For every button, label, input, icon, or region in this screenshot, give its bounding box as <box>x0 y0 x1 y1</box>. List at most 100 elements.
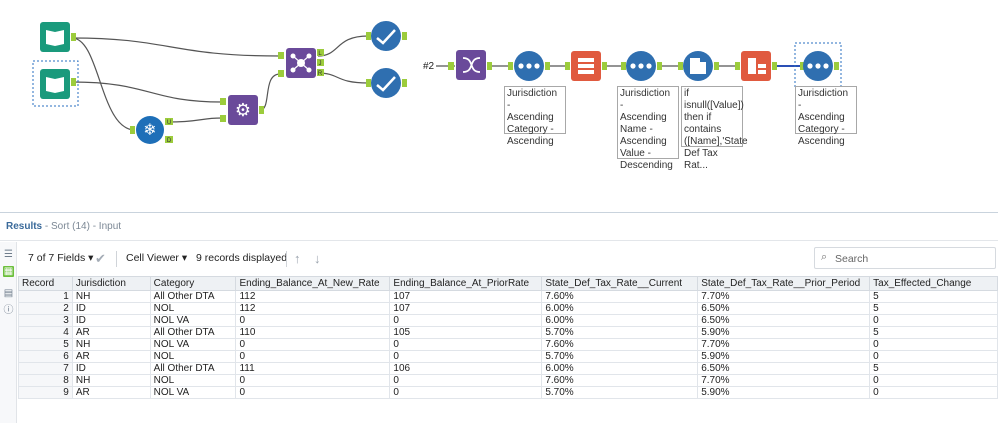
search-input[interactable] <box>835 251 985 266</box>
table-row[interactable]: 4 AR All Other DTA 110 105 5.70% 5.90% 5 <box>18 326 998 339</box>
record-cell[interactable]: 5 <box>18 338 73 351</box>
table-cell[interactable]: 0 <box>389 374 543 387</box>
column-header[interactable]: Tax_Effected_Change <box>869 276 998 291</box>
table-cell[interactable]: ID <box>71 362 151 375</box>
table-cell[interactable]: NOL VA <box>149 338 237 351</box>
record-cell[interactable]: 9 <box>18 386 73 399</box>
record-cell[interactable]: 6 <box>18 350 73 363</box>
table-cell[interactable]: 5 <box>869 302 998 315</box>
fields-dropdown[interactable]: 7 of 7 Fields ▾ <box>28 245 93 272</box>
table-cell[interactable]: 0 <box>869 338 998 351</box>
apply-check-icon[interactable]: ✔ <box>95 251 106 266</box>
table-cell[interactable]: 105 <box>389 326 543 339</box>
join-tool[interactable]: L J R <box>278 48 324 78</box>
record-cell[interactable]: 1 <box>18 290 73 303</box>
table-cell[interactable]: 6.50% <box>697 302 871 315</box>
cross-tab-tool[interactable] <box>735 51 777 81</box>
sort-tool-14-selected[interactable] <box>794 42 842 90</box>
column-header[interactable]: State_Def_Tax_Rate__Current <box>541 276 699 291</box>
table-cell[interactable]: 7.70% <box>697 374 871 387</box>
table-cell[interactable]: 6.50% <box>697 314 871 327</box>
workflow-canvas[interactable]: ❄ U D ⚙ L J R <box>0 0 998 212</box>
table-cell[interactable]: NOL VA <box>149 386 237 399</box>
table-cell[interactable]: 5.70% <box>541 386 699 399</box>
table-cell[interactable]: 7.70% <box>697 338 871 351</box>
record-cell[interactable]: 4 <box>18 326 73 339</box>
table-cell[interactable]: All Other DTA <box>149 290 237 303</box>
search-box[interactable]: ⌕ <box>814 247 996 269</box>
table-cell[interactable]: NOL <box>149 350 237 363</box>
table-cell[interactable]: 0 <box>235 338 391 351</box>
table-cell[interactable]: 5 <box>869 290 998 303</box>
table-cell[interactable]: 112 <box>235 290 391 303</box>
input-data-tool-2[interactable] <box>32 60 79 107</box>
sort-tool-10[interactable] <box>621 51 662 81</box>
table-cell[interactable]: 7.60% <box>541 290 699 303</box>
table-row[interactable]: 6 AR NOL 0 0 5.70% 5.90% 0 <box>18 350 998 363</box>
table-cell[interactable]: NH <box>71 290 151 303</box>
column-header[interactable]: State_Def_Tax_Rate__Prior_Period <box>697 276 871 291</box>
table-cell[interactable]: NH <box>71 374 151 387</box>
table-cell[interactable]: 6.00% <box>541 302 699 315</box>
table-cell[interactable]: 5.90% <box>697 326 871 339</box>
select-tool-1[interactable] <box>366 21 407 51</box>
transpose-tool[interactable] <box>565 51 607 81</box>
table-cell[interactable]: 111 <box>235 362 391 375</box>
record-cell[interactable]: 2 <box>18 302 73 315</box>
table-cell[interactable]: 0 <box>389 338 543 351</box>
table-cell[interactable]: 0 <box>235 350 391 363</box>
table-cell[interactable]: 5.90% <box>697 386 871 399</box>
table-view-icon[interactable]: ▦ <box>3 266 14 277</box>
table-cell[interactable]: 107 <box>389 302 543 315</box>
table-row[interactable]: 1 NH All Other DTA 112 107 7.60% 7.70% 5 <box>18 290 998 303</box>
table-row[interactable]: 2 ID NOL 112 107 6.00% 6.50% 5 <box>18 302 998 315</box>
table-cell[interactable]: 110 <box>235 326 391 339</box>
table-cell[interactable]: 5.90% <box>697 350 871 363</box>
table-cell[interactable]: 106 <box>389 362 543 375</box>
record-cell[interactable]: 7 <box>18 362 73 375</box>
arrow-down-icon[interactable]: ↓ <box>314 251 321 266</box>
table-row[interactable]: 7 ID All Other DTA 111 106 6.00% 6.50% 5 <box>18 362 998 375</box>
table-cell[interactable]: 0 <box>389 314 543 327</box>
table-cell[interactable]: NOL VA <box>149 314 237 327</box>
document-icon[interactable]: ▤ <box>3 288 14 299</box>
table-cell[interactable]: NOL <box>149 302 237 315</box>
table-cell[interactable]: 0 <box>869 374 998 387</box>
column-header[interactable]: Record <box>18 276 73 291</box>
table-cell[interactable]: 0 <box>869 314 998 327</box>
sort-tool-8[interactable] <box>508 51 550 81</box>
table-cell[interactable]: ID <box>71 302 151 315</box>
record-cell[interactable]: 3 <box>18 314 73 327</box>
union-tool[interactable] <box>456 50 492 80</box>
column-header[interactable]: Ending_Balance_At_New_Rate <box>235 276 391 291</box>
table-cell[interactable]: 107 <box>389 290 543 303</box>
table-cell[interactable]: 5.70% <box>541 326 699 339</box>
column-header[interactable]: Ending_Balance_At_PriorRate <box>389 276 543 291</box>
table-cell[interactable]: All Other DTA <box>149 362 237 375</box>
table-cell[interactable]: 7.60% <box>541 338 699 351</box>
table-cell[interactable]: 6.00% <box>541 362 699 375</box>
record-cell[interactable]: 8 <box>18 374 73 387</box>
table-cell[interactable]: 5 <box>869 362 998 375</box>
table-cell[interactable]: 112 <box>235 302 391 315</box>
table-cell[interactable]: 0 <box>235 314 391 327</box>
table-cell[interactable]: 0 <box>235 374 391 387</box>
table-cell[interactable]: AR <box>71 326 151 339</box>
table-cell[interactable]: ID <box>71 314 151 327</box>
table-cell[interactable]: 0 <box>869 350 998 363</box>
table-cell[interactable]: 6.00% <box>541 314 699 327</box>
select-tool-2[interactable] <box>366 68 407 98</box>
table-cell[interactable]: 0 <box>869 386 998 399</box>
table-cell[interactable]: NH <box>71 338 151 351</box>
table-cell[interactable]: AR <box>71 386 151 399</box>
table-cell[interactable]: NOL <box>149 374 237 387</box>
table-cell[interactable]: 0 <box>235 386 391 399</box>
table-cell[interactable]: AR <box>71 350 151 363</box>
table-cell[interactable]: 5.70% <box>541 350 699 363</box>
table-cell[interactable]: 6.50% <box>697 362 871 375</box>
table-row[interactable]: 5 NH NOL VA 0 0 7.60% 7.70% 0 <box>18 338 998 351</box>
table-cell[interactable]: All Other DTA <box>149 326 237 339</box>
table-row[interactable]: 8 NH NOL 0 0 7.60% 7.70% 0 <box>18 374 998 387</box>
generate-rows-tool[interactable]: ❄ U D <box>130 116 173 144</box>
info-icon[interactable]: ⓘ <box>3 305 14 316</box>
